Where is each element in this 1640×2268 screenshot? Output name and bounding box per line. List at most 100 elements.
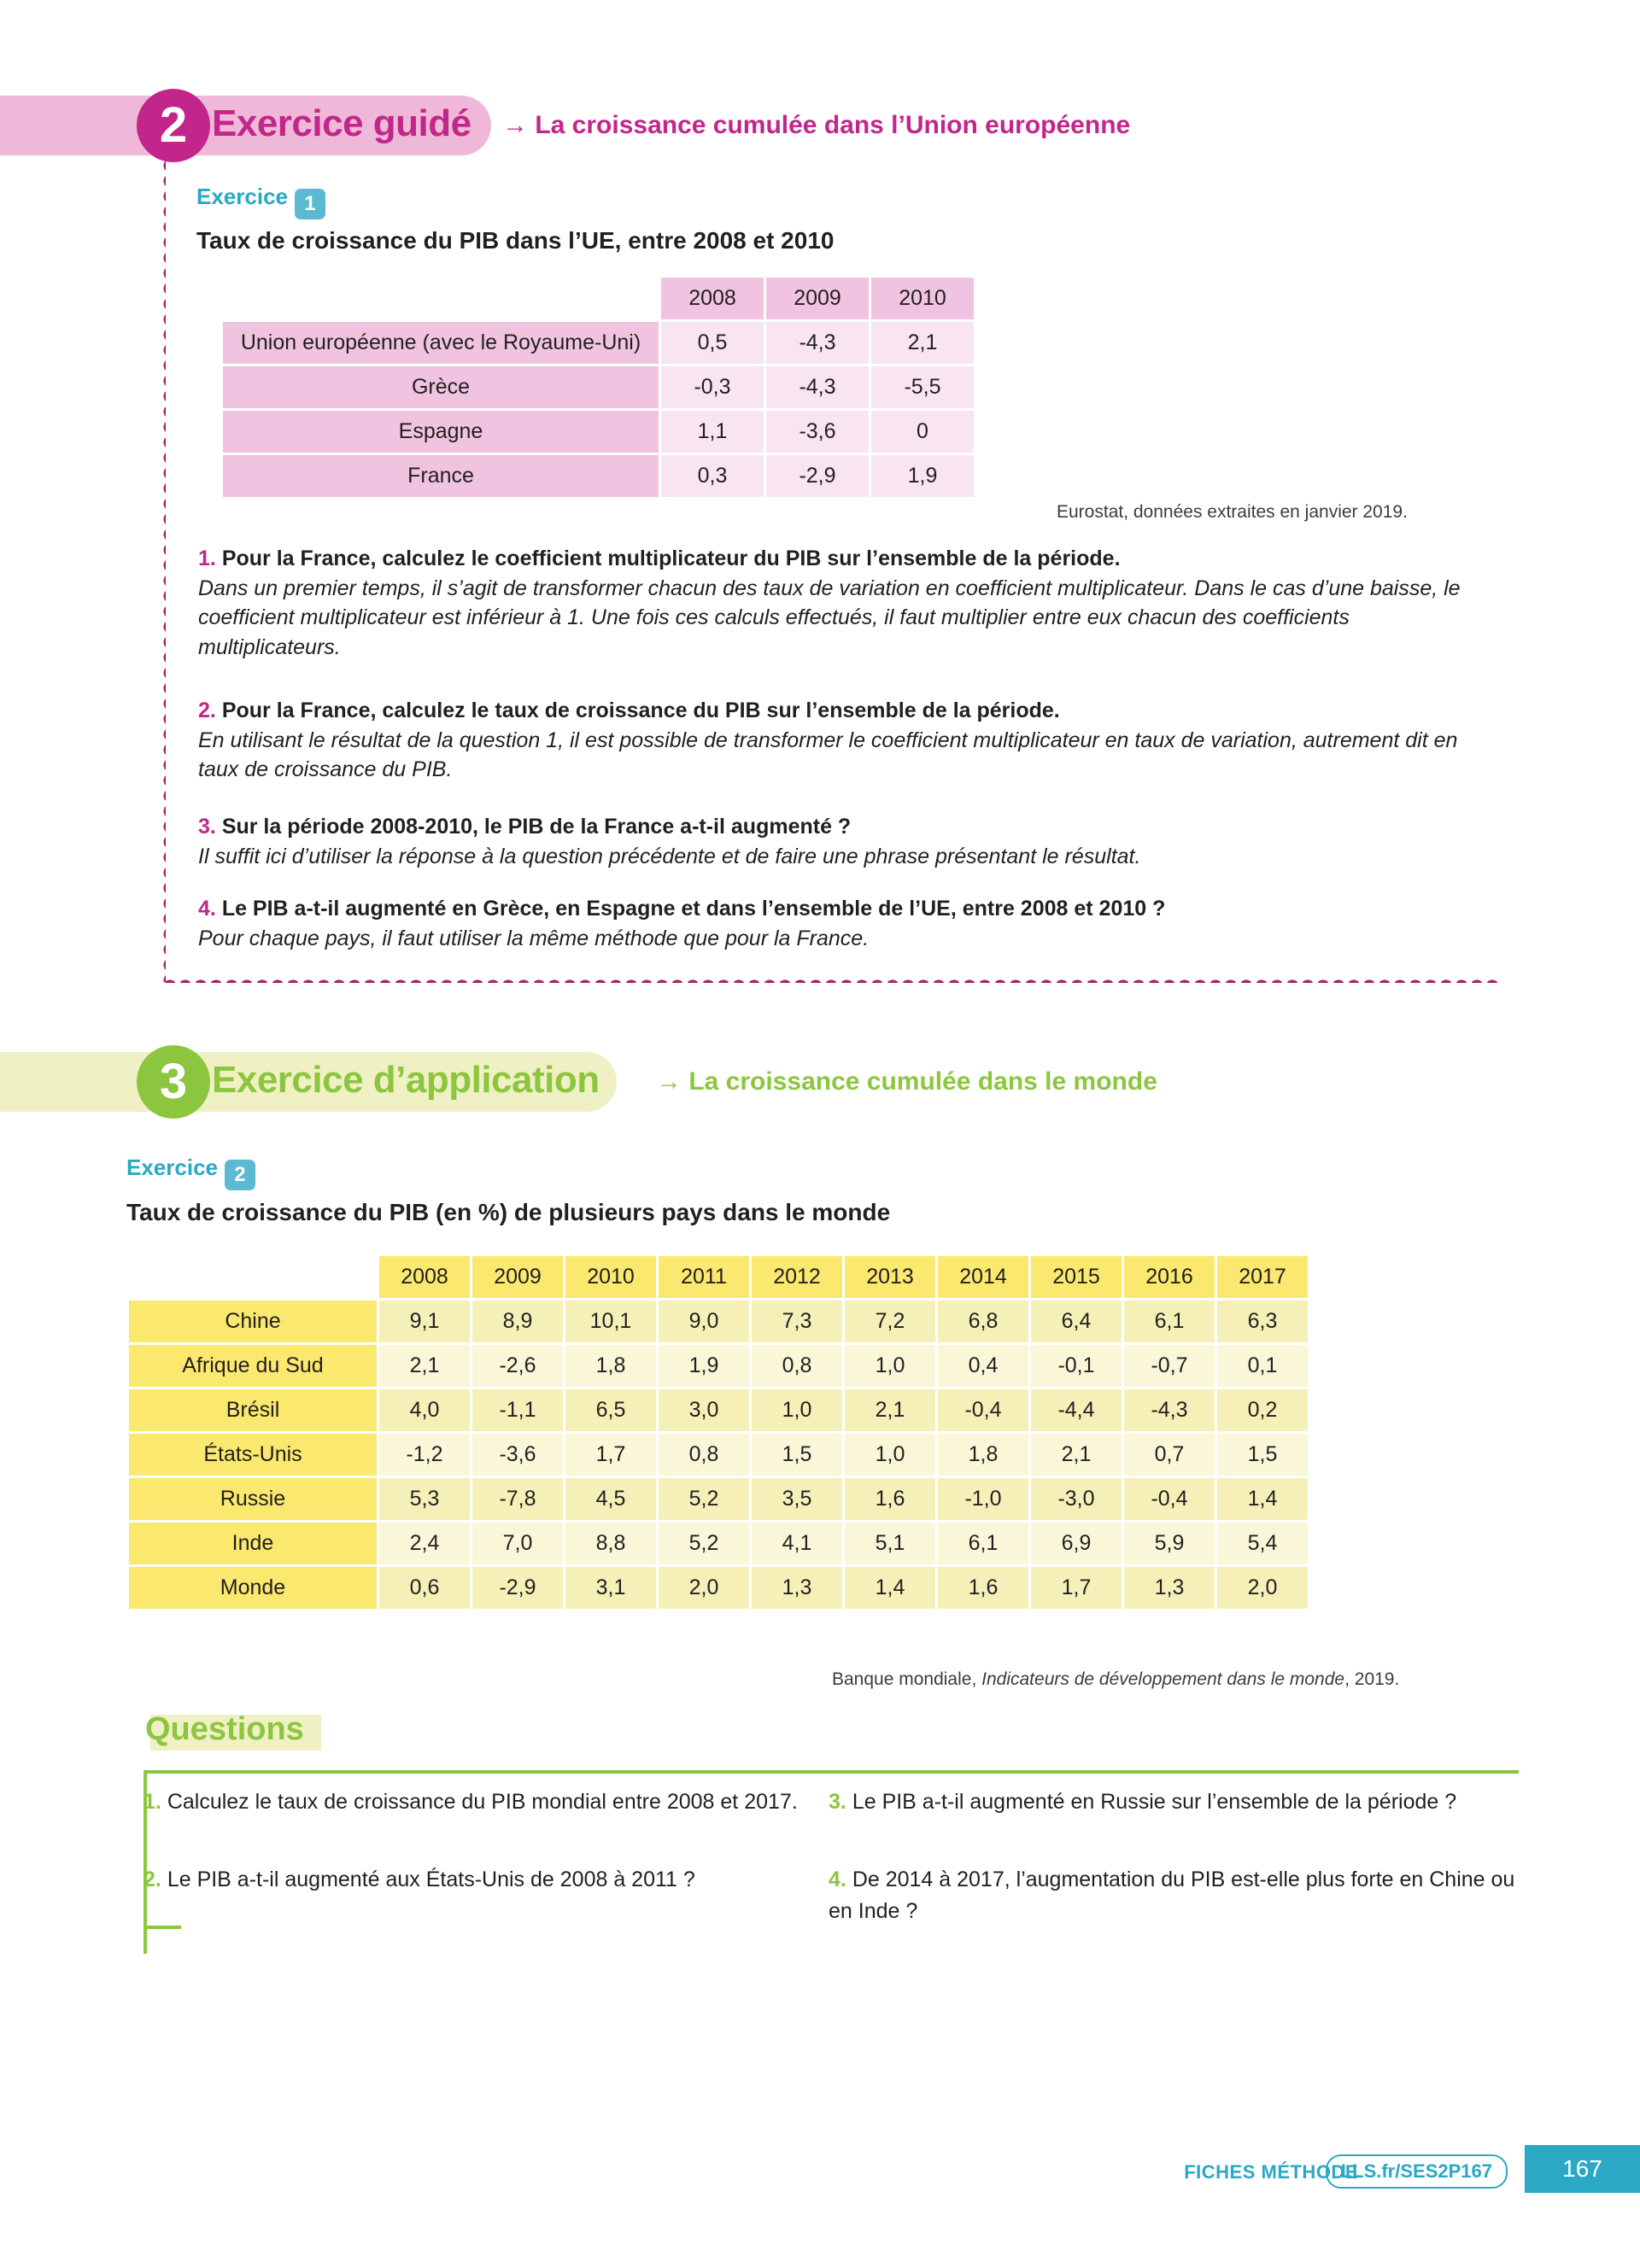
table-2-cell: 0,6 [379, 1567, 470, 1609]
table-row: Inde 2,4 7,0 8,8 5,2 4,1 5,1 6,1 6,9 5,9… [129, 1523, 1308, 1564]
section-3-subtitle: → La croissance cumulée dans le monde [656, 1067, 1157, 1096]
table-row: France 0,3 -2,9 1,9 [223, 455, 974, 497]
question-1-number: 1. [144, 1790, 161, 1814]
table-2-cell: 4,1 [752, 1523, 842, 1564]
table-2-col-header: 2016 [1124, 1256, 1215, 1298]
guided-question-1-number: 1. [198, 547, 216, 570]
guided-question-4-hint: Pour chaque pays, il faut utiliser la mê… [198, 926, 870, 950]
table-2-cell: 2,1 [845, 1389, 935, 1431]
questions-heading: Questions [145, 1711, 304, 1747]
table-2-cell: -4,4 [1031, 1389, 1122, 1431]
table-2-cell: 1,4 [845, 1567, 935, 1609]
table-2-cell: 1,3 [752, 1567, 842, 1609]
guided-question-1-statement: 1. Pour la France, calculez le coefficie… [198, 545, 1496, 574]
table-2-cell: 6,3 [1217, 1301, 1308, 1342]
footer-url-badge[interactable]: LLS.fr/SES2P167 [1325, 2154, 1508, 2189]
table-2-cell: 1,0 [752, 1389, 842, 1431]
table-2-cell: 1,6 [845, 1478, 935, 1520]
table-2-cell: 0,2 [1217, 1389, 1308, 1431]
table-row: Monde 0,6 -2,9 3,1 2,0 1,3 1,4 1,6 1,7 1… [129, 1567, 1308, 1609]
guided-question-2: 2. Pour la France, calculez le taux de c… [198, 697, 1496, 785]
table-row: Grèce -0,3 -4,3 -5,5 [223, 366, 974, 408]
section-2-title: Exercice guidé [212, 102, 472, 144]
table-2-cell: 5,1 [845, 1523, 935, 1564]
table-2-source-title: Indicateurs de développement dans le mon… [981, 1669, 1345, 1689]
question-4: 4. De 2014 à 2017, l’augmentation du PIB… [829, 1864, 1520, 1926]
table-1-row-label: France [223, 455, 659, 497]
table-2-cell: 1,5 [752, 1434, 842, 1476]
exercise-2-label-text: Exercice [126, 1154, 218, 1180]
table-2-source: Banque mondiale, Indicateurs de développ… [832, 1669, 1399, 1690]
table-2-row-label: Chine [129, 1301, 377, 1342]
section-3-title: Exercice d’application [212, 1059, 600, 1101]
table-2-cell: 5,2 [659, 1478, 749, 1520]
table-1-col-header: 2008 [661, 278, 764, 319]
table-2-cell: -0,7 [1124, 1345, 1215, 1387]
table-1-cell: -2,9 [766, 455, 869, 497]
table-2-cell: 5,9 [1124, 1523, 1215, 1564]
table-2-cell: 7,3 [752, 1301, 842, 1342]
table-2-source-prefix: Banque mondiale, [832, 1669, 982, 1689]
table-2-col-header: 2011 [659, 1256, 749, 1298]
questions-heading-wrapper: Questions [145, 1711, 321, 1751]
guided-question-2-text: Pour la France, calculez le taux de croi… [221, 699, 1060, 722]
table-2-cell: 6,5 [565, 1389, 656, 1431]
table-2-cell: 0,7 [1124, 1434, 1215, 1476]
table-2-cell: 5,4 [1217, 1523, 1308, 1564]
section-2-dotted-bottom-rule [162, 979, 1499, 983]
table-2-cell: -3,0 [1031, 1478, 1122, 1520]
table-1-source: Eurostat, données extraites en janvier 2… [1057, 502, 1408, 522]
guided-question-4-statement: 4. Le PIB a-t-il augmenté en Grèce, en E… [198, 895, 1496, 924]
exercise-2-label: Exercice 2 [126, 1154, 255, 1190]
table-2-cell: 3,0 [659, 1389, 749, 1431]
section-2-subtitle: → La croissance cumulée dans l’Union eur… [502, 111, 1131, 139]
table-2-cell: 1,7 [1031, 1567, 1122, 1609]
table-1-header-row: 2008 2009 2010 [223, 278, 974, 319]
table-2-col-header: 2010 [565, 1256, 656, 1298]
section-3-header: 3 Exercice d’application → La croissance… [0, 1045, 1196, 1119]
guided-question-2-number: 2. [198, 699, 216, 722]
table-row: Afrique du Sud 2,1 -2,6 1,8 1,9 0,8 1,0 … [129, 1345, 1308, 1387]
table-2-cell: 3,5 [752, 1478, 842, 1520]
table-1: 2008 2009 2010 Union européenne (avec le… [220, 275, 976, 500]
table-2-cell: 2,4 [379, 1523, 470, 1564]
exercise-2-number-badge: 2 [224, 1160, 255, 1190]
table-2-cell: 2,1 [379, 1345, 470, 1387]
guided-question-4-text: Le PIB a-t-il augmenté en Grèce, en Espa… [221, 897, 1166, 921]
table-1-row-label: Grèce [223, 366, 659, 408]
footer-page-number: 167 [1525, 2145, 1640, 2193]
table-2-col-header: 2013 [845, 1256, 935, 1298]
guided-question-1: 1. Pour la France, calculez le coefficie… [198, 545, 1496, 662]
table-2-col-header: 2009 [472, 1256, 563, 1298]
table-2-cell: -4,3 [1124, 1389, 1215, 1431]
table-2-title: Taux de croissance du PIB (en %) de plus… [126, 1199, 891, 1225]
table-2-row-label: Russie [129, 1478, 377, 1520]
section-2-dotted-left-rule [162, 158, 166, 982]
table-2-cell: 7,2 [845, 1301, 935, 1342]
table-2-corner-cell [129, 1256, 377, 1298]
table-2-cell: 4,5 [565, 1478, 656, 1520]
question-2-number: 2. [144, 1868, 161, 1891]
table-2-cell: 0,8 [659, 1434, 749, 1476]
table-2-cell: 1,8 [938, 1434, 1028, 1476]
table-1-cell: 1,9 [871, 455, 974, 497]
table-2-cell: -7,8 [472, 1478, 563, 1520]
table-row: Russie 5,3 -7,8 4,5 5,2 3,5 1,6 -1,0 -3,… [129, 1478, 1308, 1520]
question-1: 1. Calculez le taux de croissance du PIB… [144, 1786, 810, 1818]
table-2-cell: 2,0 [659, 1567, 749, 1609]
table-1-col-header: 2009 [766, 278, 869, 319]
table-row: États-Unis -1,2 -3,6 1,7 0,8 1,5 1,0 1,8… [129, 1434, 1308, 1476]
table-2-cell: 2,1 [1031, 1434, 1122, 1476]
table-2-cell: 7,0 [472, 1523, 563, 1564]
section-2-number-badge: 2 [137, 89, 210, 162]
table-1-col-header: 2010 [871, 278, 974, 319]
guided-question-3: 3. Sur la période 2008-2010, le PIB de l… [198, 813, 1496, 871]
questions-box-frame [144, 1770, 1519, 1954]
table-1-cell: -3,6 [766, 411, 869, 453]
table-row: Espagne 1,1 -3,6 0 [223, 411, 974, 453]
table-2-cell: -1,1 [472, 1389, 563, 1431]
table-2-cell: 9,0 [659, 1301, 749, 1342]
question-3-text: Le PIB a-t-il augmenté en Russie sur l’e… [852, 1790, 1457, 1814]
table-2-cell: 1,7 [565, 1434, 656, 1476]
questions-heading-highlight [150, 1715, 321, 1751]
